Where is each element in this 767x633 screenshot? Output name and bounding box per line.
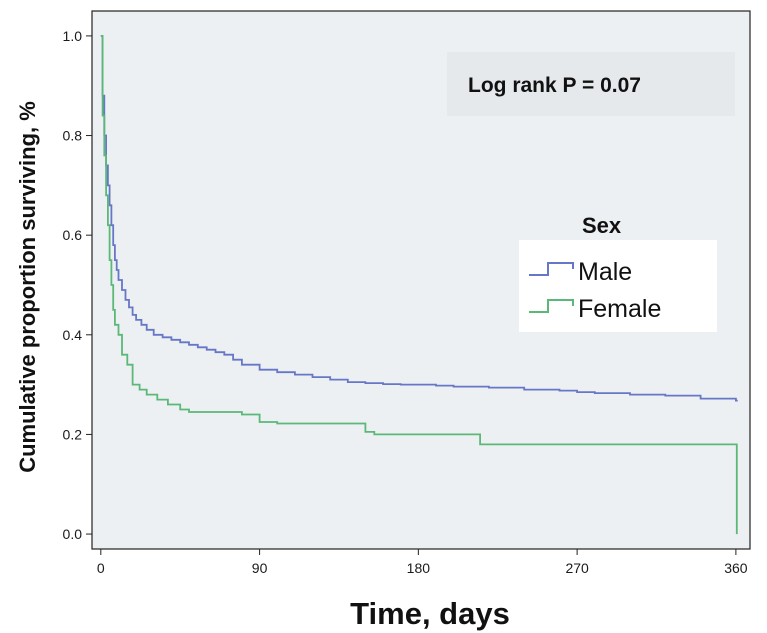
legend-title: Sex [582,213,622,238]
log-rank-annotation: Log rank P = 0.07 [468,74,641,97]
series-line-male [100,35,738,402]
legend-swatch-male [529,262,574,276]
y-axis-title: Cumulative proportion surviving, % [15,101,40,473]
legend-box [519,240,717,332]
x-tick-label: 90 [252,560,268,576]
y-tick-label: 0.8 [63,128,83,144]
legend-label-female: Female [578,295,661,323]
y-tick-label: 0.6 [63,227,83,243]
series-layer [100,35,738,535]
legend: Male Female [529,258,661,323]
series-line-female [100,35,738,535]
x-tick-label: 0 [97,560,105,576]
x-tick-label: 180 [407,560,431,576]
y-tick-label: 0.4 [63,327,83,343]
y-tick-label: 0.2 [63,426,83,442]
x-axis-title: Time, days [350,596,510,631]
legend-label-male: Male [578,258,632,286]
legend-swatch-female [529,299,574,313]
x-tick-label: 360 [724,560,748,576]
y-tick-label: 1.0 [63,28,83,44]
axes: 0.0 0.2 0.4 0.6 0.8 1.0 0 90 180 270 360 [63,28,748,576]
x-tick-label: 270 [565,560,589,576]
annotation-box [447,52,735,116]
y-tick-label: 0.0 [63,526,83,542]
